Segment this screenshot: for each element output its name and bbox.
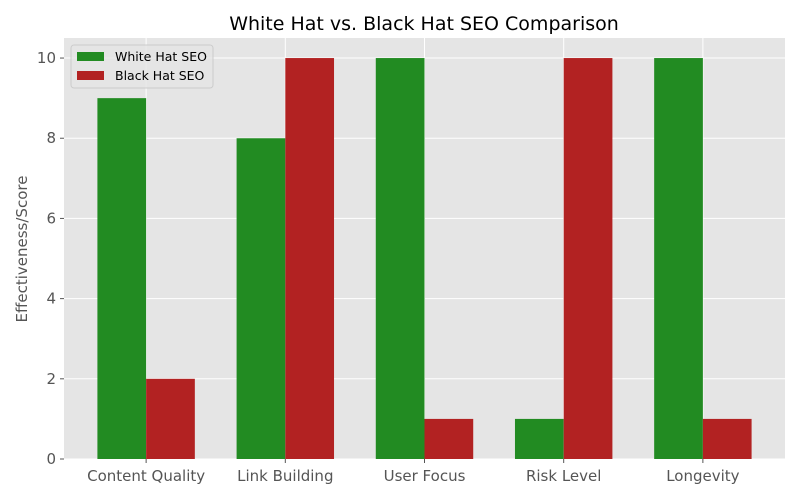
legend-swatch <box>77 52 104 61</box>
bar-white-hat-seo <box>375 58 425 460</box>
chart-title: White Hat vs. Black Hat SEO Comparison <box>229 13 619 35</box>
y-tick-label: 4 <box>46 290 56 308</box>
x-tick-label: Link Building <box>237 467 333 485</box>
bar-black-hat-seo <box>702 418 752 459</box>
bar-black-hat-seo <box>563 58 613 460</box>
y-tick-label: 8 <box>46 129 56 147</box>
bar-black-hat-seo <box>146 378 195 459</box>
x-tick-label: Risk Level <box>526 467 601 485</box>
bar-white-hat-seo <box>236 138 286 459</box>
legend-label: Black Hat SEO <box>115 68 205 83</box>
legend-label: White Hat SEO <box>115 49 207 64</box>
bar-white-hat-seo <box>654 58 703 460</box>
x-tick-label: Longevity <box>666 467 739 485</box>
legend-swatch <box>77 71 104 80</box>
y-tick-label: 2 <box>46 370 56 388</box>
y-axis-label: Effectiveness/Score <box>13 176 31 323</box>
y-tick-label: 6 <box>46 209 56 227</box>
y-tick-label: 10 <box>37 49 56 67</box>
bar-white-hat-seo <box>514 418 564 459</box>
x-tick-label: Content Quality <box>87 467 205 485</box>
bar-black-hat-seo <box>424 418 474 459</box>
x-tick-label: User Focus <box>384 467 466 485</box>
legend: White Hat SEO Black Hat SEO <box>70 44 214 89</box>
y-tick-label: 0 <box>46 450 56 468</box>
bar-white-hat-seo <box>97 98 147 460</box>
bar-black-hat-seo <box>285 58 335 460</box>
legend-box <box>70 44 214 89</box>
